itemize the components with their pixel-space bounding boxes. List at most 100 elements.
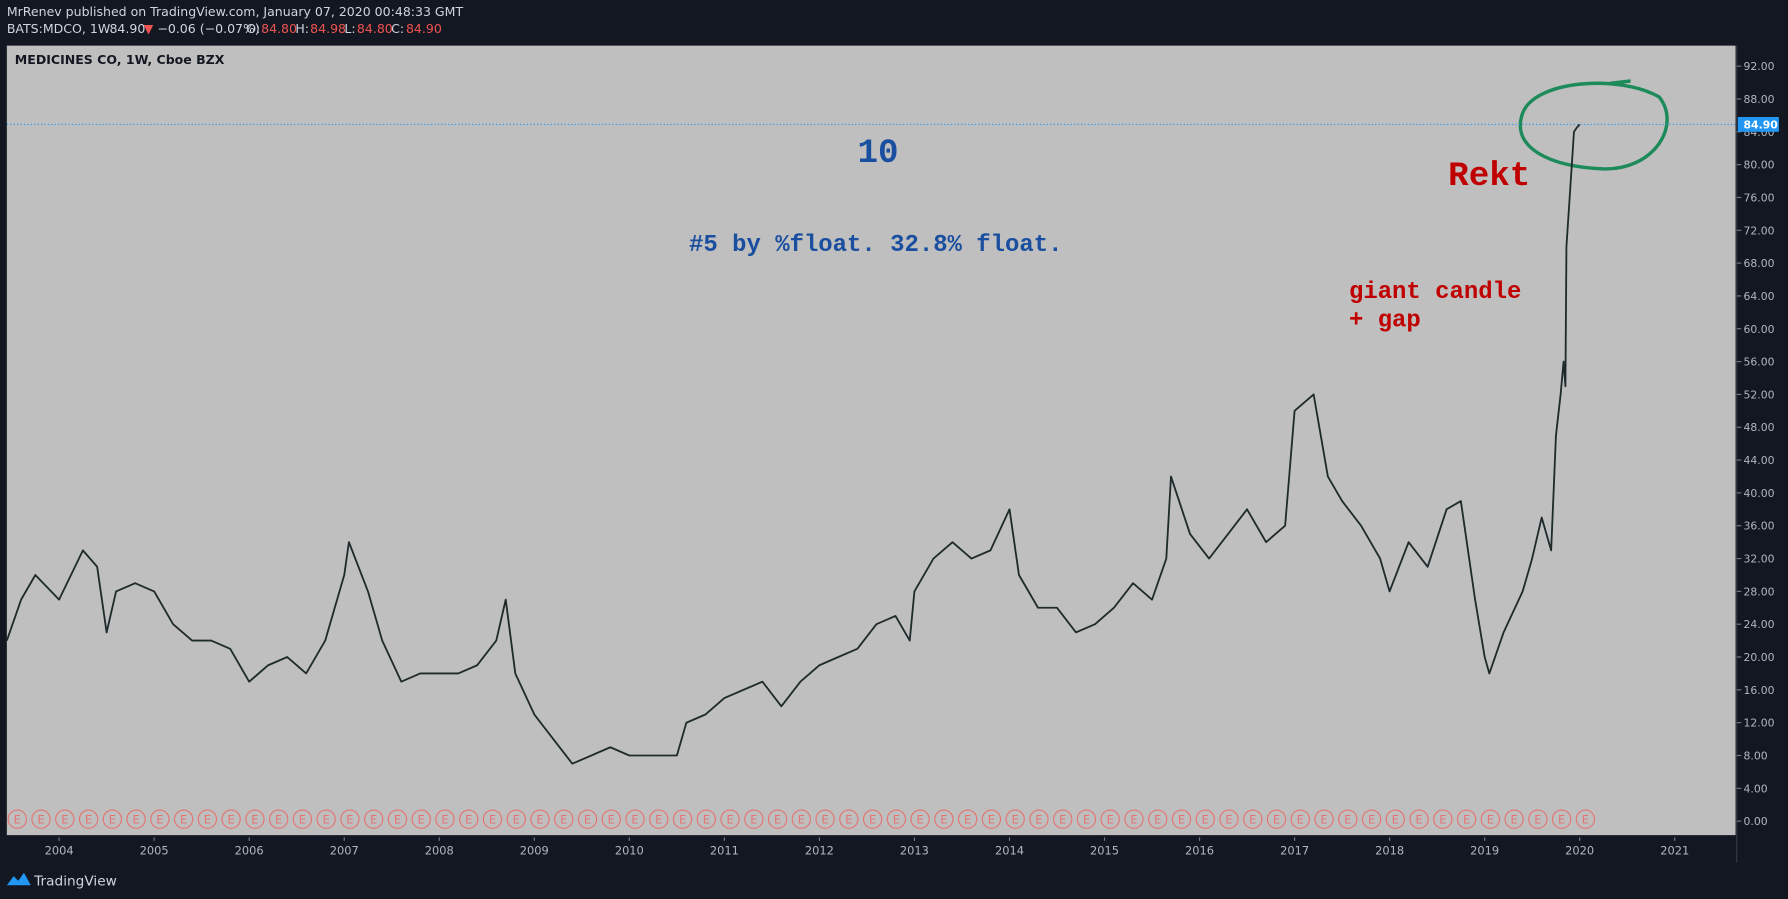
plot-area — [6, 45, 1736, 836]
x-tick-label: 2014 — [995, 844, 1024, 858]
earnings-label: E — [988, 813, 995, 827]
earnings-label: E — [1511, 813, 1518, 827]
y-tick-label: 28.00 — [1744, 585, 1775, 598]
y-tick-label: 76.00 — [1744, 191, 1775, 204]
earnings-marker — [910, 809, 930, 829]
earnings-marker — [1195, 809, 1215, 829]
earnings-label: E — [1463, 813, 1470, 827]
earnings-label: E — [1582, 813, 1589, 827]
c-label: C: — [391, 21, 404, 36]
earnings-marker — [387, 809, 408, 829]
y-tick-label: 92.00 — [1744, 60, 1775, 73]
earnings-label: E — [822, 813, 829, 827]
earnings-label: E — [132, 813, 139, 827]
earnings-marker — [150, 809, 170, 829]
earnings-label: E — [1439, 813, 1446, 827]
y-tick-label: 88.00 — [1744, 93, 1775, 106]
earnings-label: E — [703, 813, 710, 827]
x-tick-label: 2009 — [520, 844, 549, 858]
circle-drawing — [1518, 79, 1669, 171]
earnings-label: E — [679, 813, 686, 827]
brand: TradingView — [33, 873, 117, 889]
earnings-label: E — [37, 813, 44, 827]
earnings-marker — [1433, 809, 1453, 829]
earnings-marker — [1052, 809, 1073, 829]
earnings-label: E — [584, 813, 591, 827]
annotation: + gap — [1349, 307, 1421, 334]
earnings-label: E — [370, 813, 377, 827]
y-tick-label: 48.00 — [1744, 421, 1775, 434]
earnings-marker — [363, 809, 384, 829]
earnings-label: E — [61, 813, 68, 827]
x-tick-label: 2013 — [900, 844, 929, 858]
earnings-label: E — [1083, 813, 1090, 827]
earnings-marker — [1219, 809, 1239, 829]
earnings-label: E — [323, 813, 330, 827]
earnings-marker — [1551, 809, 1572, 829]
earnings-marker — [981, 809, 1002, 829]
earnings-marker — [957, 809, 978, 829]
earnings-marker — [1243, 809, 1263, 829]
x-tick-label: 2018 — [1375, 844, 1404, 858]
x-tick-label: 2007 — [330, 844, 359, 858]
y-tick-label: 16.00 — [1744, 684, 1775, 697]
earnings-marker — [1361, 809, 1382, 829]
x-tick-label: 2006 — [235, 844, 264, 858]
earnings-label: E — [655, 813, 662, 827]
l-label: L: — [344, 21, 355, 36]
earnings-label: E — [441, 813, 448, 827]
earnings-marker — [1029, 809, 1049, 829]
earnings-label: E — [85, 813, 92, 827]
earnings-marker — [245, 809, 265, 829]
y-tick-label: 56.00 — [1744, 356, 1775, 369]
x-tick-label: 2016 — [1185, 844, 1214, 858]
time-axis — [6, 837, 1736, 863]
l: 84.80 — [357, 21, 393, 36]
earnings-marker — [1076, 809, 1097, 829]
earnings-marker — [1148, 809, 1168, 829]
earnings-label: E — [204, 813, 211, 827]
o: 84.80 — [261, 21, 297, 36]
earnings-label: E — [798, 813, 805, 827]
earnings-marker — [1266, 809, 1287, 829]
y-tick-label: 24.00 — [1744, 618, 1775, 631]
earnings-marker — [1290, 809, 1310, 829]
earnings-label: E — [1154, 813, 1161, 827]
earnings-marker — [815, 809, 835, 829]
earnings-label: E — [1534, 813, 1541, 827]
earnings-marker — [767, 809, 788, 829]
earnings-marker — [1314, 809, 1334, 829]
earnings-label: E — [536, 813, 543, 827]
earnings-marker — [1171, 809, 1192, 829]
earnings-marker — [506, 809, 526, 829]
earnings-marker — [601, 809, 621, 829]
earnings-label: E — [1344, 813, 1351, 827]
earnings-marker — [435, 809, 455, 829]
earnings-marker — [292, 809, 313, 829]
y-tick-label: 44.00 — [1744, 454, 1775, 467]
x-tick-label: 2011 — [710, 844, 739, 858]
earnings-marker — [577, 809, 598, 829]
earnings-label: E — [489, 813, 496, 827]
x-tick-label: 2021 — [1660, 844, 1689, 858]
y-tick-label: 0.00 — [1744, 815, 1768, 828]
earnings-marker — [1385, 809, 1406, 829]
earnings-label: E — [608, 813, 615, 827]
earnings-marker — [934, 809, 954, 829]
earnings-marker — [791, 809, 812, 829]
earnings-marker — [411, 809, 431, 829]
earnings-label: E — [845, 813, 852, 827]
earnings-marker — [862, 809, 883, 829]
x-tick-label: 2005 — [140, 844, 169, 858]
earnings-marker — [55, 809, 75, 829]
arrow: ▼ — [144, 21, 154, 36]
earnings-marker — [316, 809, 336, 829]
x-tick-label: 2008 — [425, 844, 454, 858]
earnings-marker — [1124, 809, 1144, 829]
earnings-label: E — [275, 813, 282, 827]
earnings-label: E — [631, 813, 638, 827]
earnings-label: E — [14, 813, 21, 827]
annotation: 10 — [858, 135, 899, 173]
earnings-marker — [31, 809, 51, 829]
earnings-label: E — [1178, 813, 1185, 827]
